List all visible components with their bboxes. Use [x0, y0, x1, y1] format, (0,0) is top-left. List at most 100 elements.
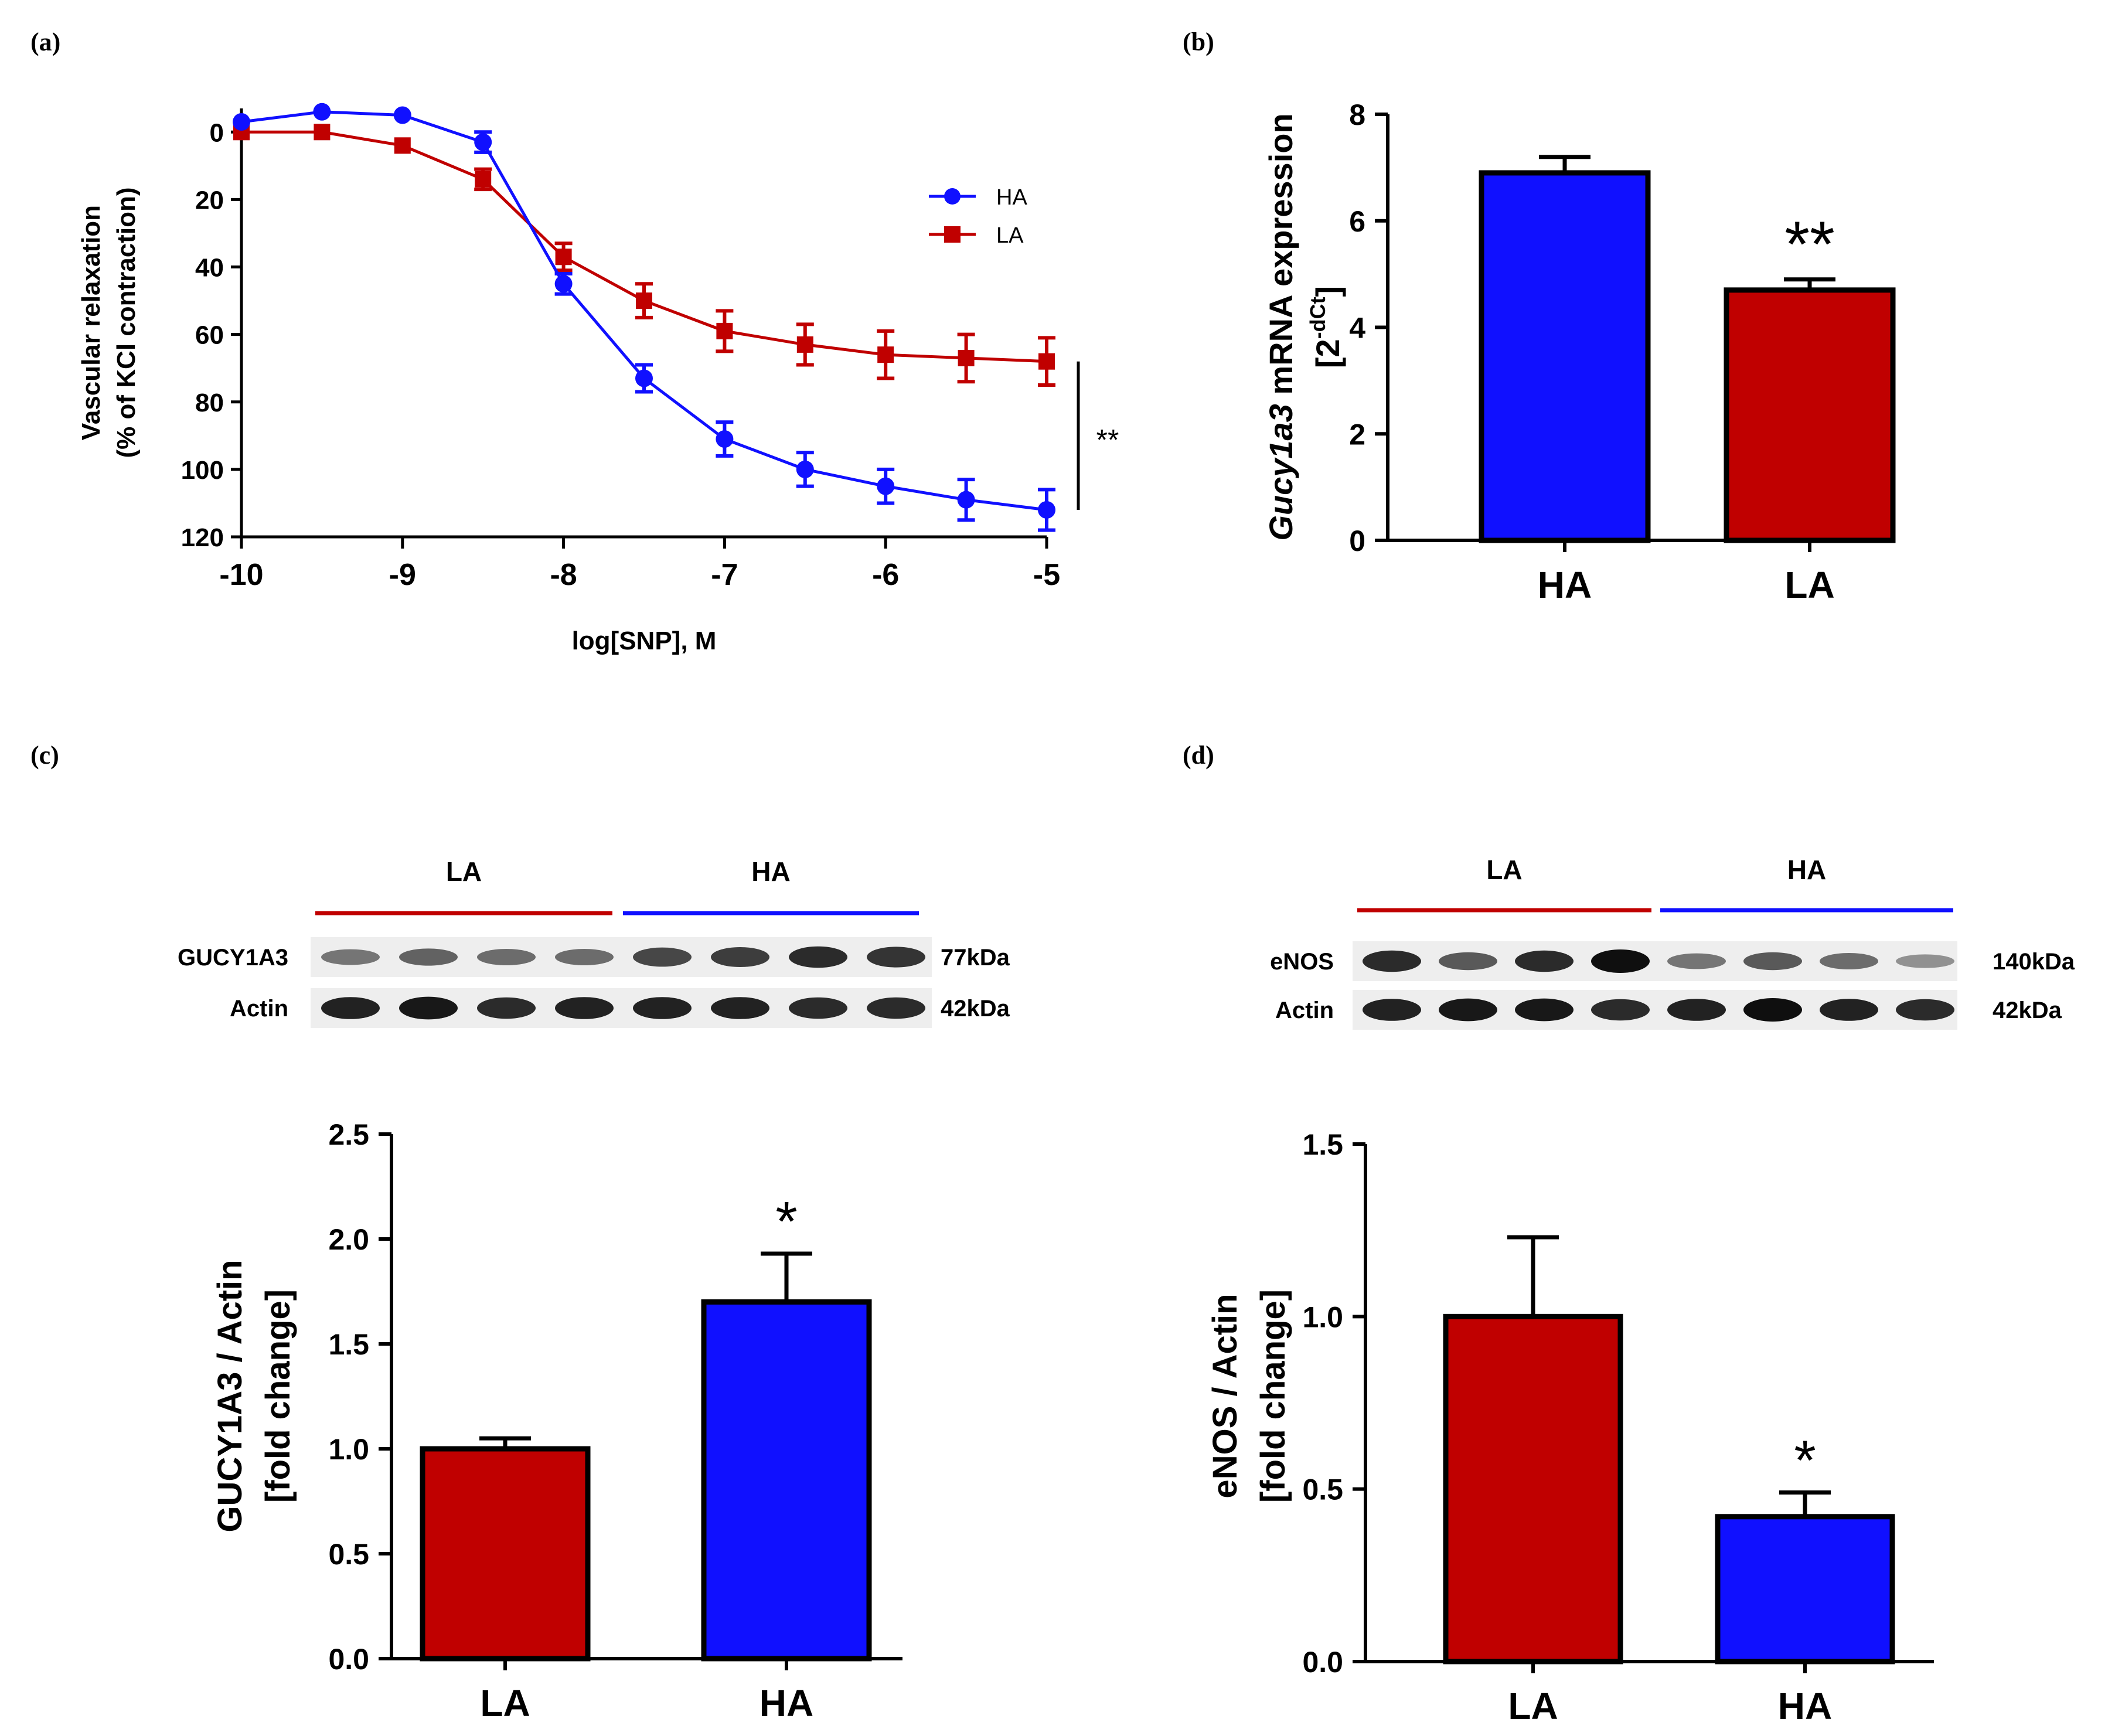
y-axis-title-line-2: [fold change]: [259, 1289, 297, 1503]
y-axis-title-bracket: ]: [1309, 286, 1346, 297]
legend-label-la: LA: [996, 223, 1024, 248]
blot-band: [321, 949, 380, 965]
y-tick-label: 0.5: [328, 1538, 369, 1571]
blot-band: [555, 997, 614, 1019]
y-axis-title-superscript: -dCt: [1306, 297, 1330, 339]
data-point-ha: [474, 133, 492, 151]
x-tick-label: -8: [550, 558, 577, 592]
data-point-ha: [393, 106, 411, 124]
y-tick-label: 120: [181, 523, 224, 552]
blot-band: [1363, 950, 1421, 972]
y-tick-label: 100: [181, 456, 224, 485]
data-point-ha: [796, 460, 814, 478]
y-tick-label: 20: [195, 186, 224, 215]
y-tick-label: 0.5: [1302, 1473, 1343, 1506]
data-point-ha: [957, 491, 975, 509]
data-point-la: [475, 171, 492, 188]
y-tick-label: 0: [1349, 525, 1365, 557]
blot-band: [711, 997, 769, 1019]
bar-la: [1443, 1313, 1623, 1664]
y-tick-label: 0.0: [1302, 1646, 1343, 1679]
y-tick-label: 1.5: [1302, 1128, 1343, 1161]
blot-group-label-la: LA: [446, 856, 482, 887]
x-tick-label: -5: [1033, 558, 1060, 592]
blot-band: [555, 949, 614, 965]
blot-row-size: 77kDa: [941, 945, 1010, 971]
blot-band: [1439, 998, 1497, 1022]
y-axis-title-line-1: Gucy1a3 mRNA expression: [1262, 113, 1299, 540]
bar-la: [1724, 287, 1896, 543]
blot-band: [1743, 952, 1802, 971]
blot-band: [1667, 953, 1726, 969]
blot-band: [633, 997, 692, 1019]
blot-band: [1439, 952, 1497, 971]
y-tick-label: 60: [195, 321, 224, 350]
blot-band: [789, 997, 847, 1019]
blot-band: [789, 946, 847, 968]
blot-row-label: eNOS: [1270, 949, 1334, 975]
panel-d-bar-chart: 0.0 0.5 1.0 1.5 LA HA * eNOS / Actin [fold chang…: [1206, 1128, 1934, 1727]
y-axis-title-line-1: Vascular relaxation: [77, 205, 105, 440]
y-axis-title-line-1: eNOS / Actin: [1206, 1294, 1244, 1498]
x-tick-label-la: LA: [1784, 564, 1834, 606]
blot-band: [1515, 950, 1574, 972]
data-point-ha: [635, 369, 653, 387]
blot-band: [1515, 998, 1574, 1022]
x-tick-label-ha: HA: [760, 1682, 813, 1724]
y-tick-label: 8: [1349, 98, 1365, 131]
y-axis-title-line-1: GUCY1A3 / Actin: [211, 1260, 249, 1532]
data-point-ha: [877, 477, 895, 495]
y-axis-title-base: [2: [1309, 339, 1346, 368]
bar-ha: [1715, 1514, 1895, 1664]
blot-band: [1591, 999, 1650, 1021]
y-tick-label: 2.0: [328, 1223, 369, 1256]
blot-group-label-la: LA: [1486, 855, 1522, 885]
y-tick-label: 2: [1349, 418, 1365, 451]
series-line-la: [241, 130, 1047, 363]
blot-row-size: 42kDa: [941, 996, 1010, 1022]
significance-marker: *: [775, 1190, 797, 1253]
blot-row-size: 140kDa: [1993, 949, 2075, 975]
x-tick-label: -10: [219, 558, 263, 592]
data-point-ha: [313, 103, 331, 121]
panel-c-bar-chart: 0.0 0.5 1.0 1.5 2.0 2.5 LA HA * GUCY1A3 / Actin [f…: [211, 1118, 902, 1724]
y-axis-title-line-2: (% of KCl contraction): [112, 188, 141, 458]
legend: HA LA: [929, 185, 1027, 248]
panel-label-d: (d): [1183, 741, 1214, 770]
y-tick-label: 40: [195, 254, 224, 282]
bar-ha: [701, 1299, 872, 1662]
y-axis-title-text: mRNA expression: [1262, 113, 1299, 404]
blot-band: [1820, 953, 1878, 969]
y-tick-label: 6: [1349, 205, 1365, 238]
x-tick-label-la: LA: [480, 1682, 530, 1724]
y-axis-title: Vascular relaxation (% of KCl contraction…: [77, 188, 141, 458]
blot-band: [1591, 949, 1650, 973]
data-point-la: [958, 349, 975, 366]
data-point-la: [636, 292, 652, 309]
blot-band: [1743, 998, 1802, 1022]
blot-row-label: Actin: [1275, 998, 1334, 1023]
blot-band: [1667, 999, 1726, 1021]
blot-band: [1896, 999, 1954, 1021]
y-tick-label: 80: [195, 389, 224, 417]
x-axis-title: log[SNP], M: [572, 627, 717, 655]
y-tick-label: 0: [210, 118, 224, 147]
y-tick-label: 2.5: [328, 1118, 369, 1151]
blot-band: [711, 947, 769, 967]
significance-marker: *: [1794, 1429, 1816, 1492]
y-axis-title-gene: Gucy1a3: [1262, 404, 1299, 541]
data-point-ha: [716, 430, 734, 448]
blot-band: [321, 997, 380, 1019]
blot-band: [1363, 999, 1421, 1021]
bar-la: [420, 1446, 591, 1662]
x-tick-label-ha: HA: [1778, 1685, 1832, 1727]
x-tick-label: -9: [389, 558, 416, 592]
blot-band: [399, 996, 458, 1020]
y-tick-label: 1.0: [328, 1433, 369, 1466]
significance-marker: **: [1784, 209, 1835, 281]
blot-band: [633, 947, 692, 967]
data-point-la: [877, 346, 894, 363]
data-point-la: [1038, 353, 1055, 370]
